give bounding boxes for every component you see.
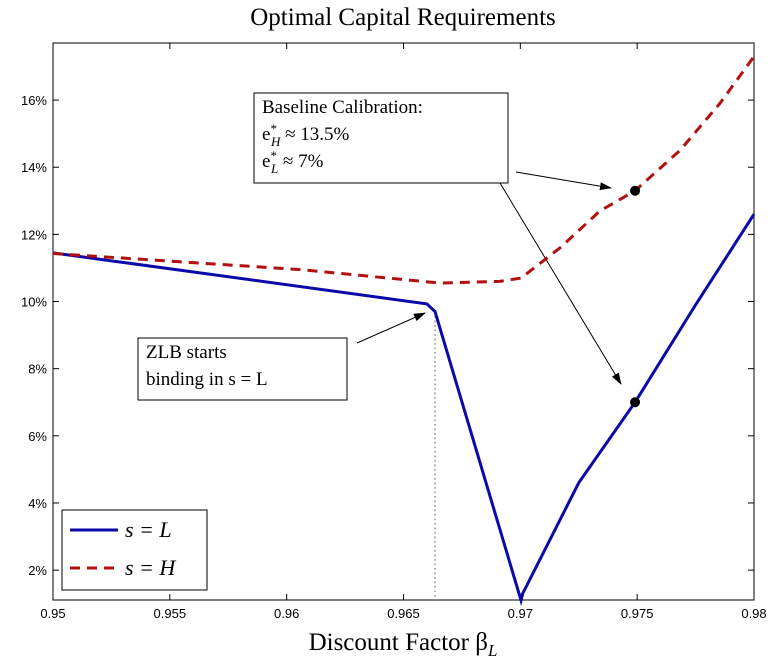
point xyxy=(630,185,641,196)
annotation-sub: H xyxy=(270,134,281,149)
y-tick-label: 10% xyxy=(21,295,47,310)
x-tick-label: 0.95 xyxy=(40,606,65,621)
x-label-text: Discount Factor β xyxy=(309,629,488,656)
chart-title: Optimal Capital Requirements xyxy=(250,4,556,31)
annotation-sup: * xyxy=(270,121,277,136)
legend-label: s = L xyxy=(125,517,172,542)
series-line xyxy=(52,213,756,607)
annotation-box xyxy=(253,92,509,184)
y-tick-label: 12% xyxy=(21,227,47,242)
annotation-sup: * xyxy=(270,148,277,163)
annotation-part: e xyxy=(262,151,270,172)
arrow xyxy=(515,171,612,191)
arrow xyxy=(499,182,622,385)
x-tick-label: 0.96 xyxy=(274,606,299,621)
y-tick-label: 8% xyxy=(28,362,47,377)
annotation-text: e* H ≈ 13.5% xyxy=(262,121,350,149)
annotation-box xyxy=(137,337,348,401)
annotation-sub: L xyxy=(270,161,278,176)
x-tick-label: 0.98 xyxy=(741,606,766,621)
annotation-part: Baseline Calibration: xyxy=(262,97,423,118)
x-tick-label: 0.955 xyxy=(154,606,187,621)
annotation-part: e xyxy=(262,124,270,145)
y-tick-label: 6% xyxy=(28,429,47,444)
annotation-part: ZLB starts xyxy=(146,342,227,363)
y-tick-label: 14% xyxy=(21,160,47,175)
annotation-rest: ≈ 13.5% xyxy=(280,124,349,145)
annotation-rest: ≈ 7% xyxy=(278,151,323,172)
y-tick-label: 16% xyxy=(21,93,47,108)
x-tick-label: 0.975 xyxy=(621,606,654,621)
x-tick-label: 0.965 xyxy=(387,606,420,621)
x-label-sub: L xyxy=(487,641,497,660)
arrow xyxy=(356,312,426,344)
annotation-text: Baseline Calibration: xyxy=(262,97,423,118)
y-tick-label: 2% xyxy=(28,563,47,578)
point xyxy=(630,397,641,408)
legend xyxy=(61,509,208,591)
legend-label: s = H xyxy=(125,555,176,580)
annotation-part: binding in s = L xyxy=(146,369,268,390)
annotation-text: binding in s = L xyxy=(146,369,268,390)
x-axis-label: Discount Factor βL xyxy=(309,629,498,660)
annotation-text: ZLB starts xyxy=(146,342,227,363)
x-tick-label: 0.97 xyxy=(508,606,533,621)
y-tick-label: 4% xyxy=(28,496,47,511)
series-line xyxy=(52,55,756,285)
annotation-text: e* L ≈ 7% xyxy=(262,148,324,176)
